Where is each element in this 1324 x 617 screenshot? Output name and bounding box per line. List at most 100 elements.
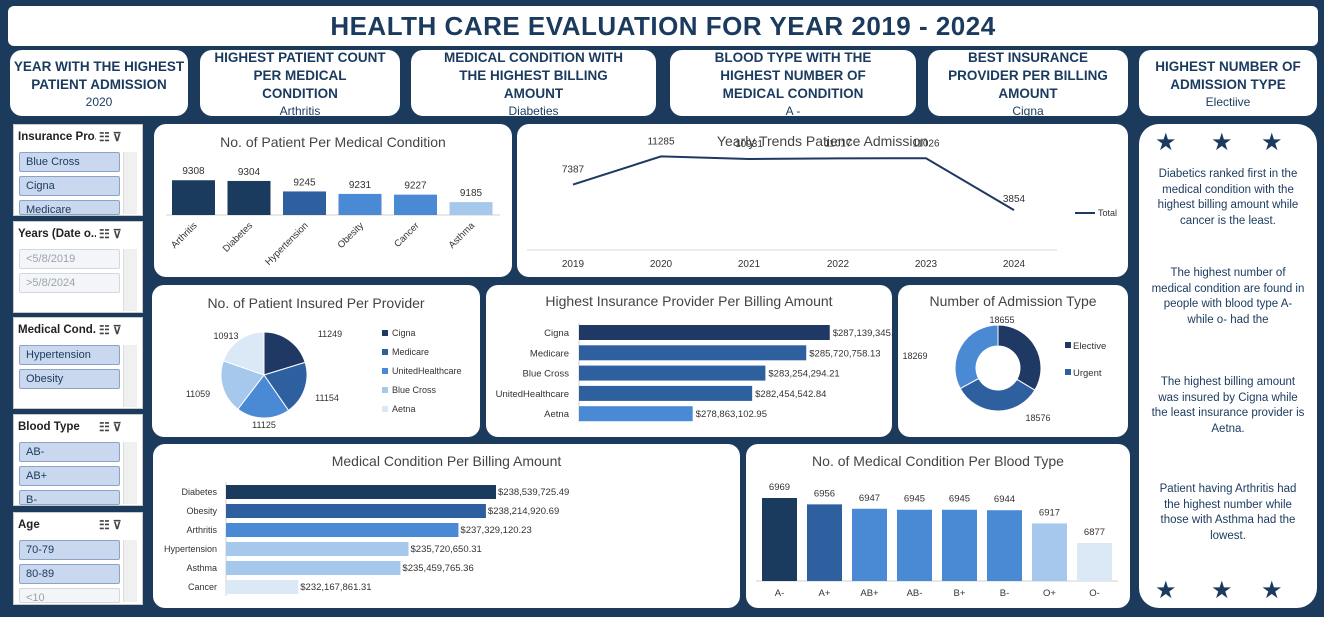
slicer-item[interactable]: B-	[19, 490, 120, 506]
clear-filter-icon[interactable]: ⊽	[112, 323, 122, 337]
slicer-blood-type[interactable]: Blood Type ☷ ⊽ AB- AB+ B-	[13, 414, 143, 506]
data-label: 10913	[213, 331, 238, 341]
slicer-header: Insurance Pro... ☷ ⊽	[14, 125, 142, 149]
slicer-item[interactable]: AB+	[19, 466, 120, 486]
multi-select-icon[interactable]: ☷	[99, 323, 110, 337]
slicer-insurance-provider[interactable]: Insurance Pro... ☷ ⊽ Blue Cross Cigna Me…	[13, 124, 143, 216]
slicer-item[interactable]: <10	[19, 588, 120, 604]
legend-swatch	[382, 349, 388, 355]
data-label: $238,539,725.49	[498, 487, 569, 498]
insight-text: Patient having Arthritis had the highest…	[1159, 483, 1297, 542]
slicer-scrollbar[interactable]	[123, 249, 137, 311]
bar	[579, 385, 753, 401]
bar	[283, 191, 326, 215]
clear-filter-icon[interactable]: ⊽	[112, 227, 122, 241]
slicer-scrollbar[interactable]	[123, 540, 137, 602]
slicer-scrollbar[interactable]	[123, 152, 137, 214]
clear-filter-icon[interactable]: ⊽	[112, 130, 122, 144]
chart-admission-type: Number of Admission Type 18655 18576 18269…	[898, 285, 1128, 437]
tick-label: 2019	[562, 259, 585, 270]
tick-label: Hypertension	[164, 544, 217, 554]
tick-label: Medicare	[530, 348, 569, 359]
tick-label: Arthritis	[169, 220, 200, 251]
bar	[579, 325, 830, 340]
data-label: 9227	[404, 181, 427, 192]
multi-select-icon[interactable]: ☷	[99, 518, 110, 532]
tick-label: UnitedHealthcare	[496, 389, 569, 400]
slicer-item[interactable]: Hypertension	[19, 345, 120, 365]
legend-label: Blue Cross	[392, 385, 437, 395]
tick-label: Diabetes	[221, 220, 255, 254]
legend-label: UnitedHealthcare	[392, 366, 462, 376]
legend-swatch	[382, 368, 388, 374]
clear-filter-icon[interactable]: ⊽	[112, 518, 122, 532]
tick-label: A+	[819, 588, 831, 599]
data-label: 11125	[252, 420, 276, 430]
slicer-item[interactable]: 70-79	[19, 540, 120, 560]
bar	[338, 193, 382, 215]
slicer-item[interactable]: Blue Cross	[19, 152, 120, 172]
insight-text: The highest billing amount was insured b…	[1151, 376, 1305, 435]
tick-label: Asthma	[447, 220, 478, 251]
slicer-header: Years (Date o... ☷ ⊽	[14, 222, 142, 246]
slicer-title: Age	[18, 519, 40, 531]
slicer-header: Age ☷ ⊽	[14, 513, 142, 537]
legend-swatch	[382, 406, 388, 412]
insight-text: Diabetics ranked first in the medical co…	[1157, 168, 1299, 227]
legend-label: Aetna	[392, 404, 416, 414]
kpi-value: 2020	[85, 94, 113, 109]
data-label: $238,214,920.69	[488, 506, 559, 517]
doughnut-slice	[997, 324, 1042, 391]
slicer-item[interactable]: Obesity	[19, 369, 120, 389]
slicer-medical-condition[interactable]: Medical Cond... ☷ ⊽ Hypertension Obesity	[13, 317, 143, 409]
clear-filter-icon[interactable]: ⊽	[112, 420, 122, 434]
bar	[852, 508, 887, 581]
data-label: $235,720,650.31	[411, 544, 482, 555]
chart-svg: Diabetes $238,539,725.49 Obesity $238,214,9…	[164, 482, 569, 596]
pie-slice	[237, 374, 290, 419]
slicer-item[interactable]: <5/8/2019	[19, 249, 120, 269]
slicer-item[interactable]: >5/8/2024	[19, 273, 120, 293]
multi-select-icon[interactable]: ☷	[99, 420, 110, 434]
kpi-heading: HIGHEST NUMBER OF ADMISSION TYPE	[1155, 58, 1301, 92]
pie-slice	[263, 361, 308, 412]
slicer-item[interactable]: Cigna	[19, 176, 120, 196]
data-label: $285,720,758.13	[809, 348, 880, 359]
bar	[1032, 523, 1067, 581]
slicer-item[interactable]: AB-	[19, 442, 120, 462]
tick-label: AB-	[907, 588, 923, 599]
data-label: $232,167,861.31	[300, 582, 371, 593]
slicer-item[interactable]: Medicare	[19, 200, 120, 216]
slicer-years[interactable]: Years (Date o... ☷ ⊽ <5/8/2019 >5/8/2024	[13, 221, 143, 313]
multi-select-icon[interactable]: ☷	[99, 130, 110, 144]
data-label: 9245	[293, 177, 316, 188]
data-label: 6947	[859, 493, 880, 504]
pie-slice	[222, 331, 265, 376]
chart-title: Medical Condition Per Billing Amount	[331, 453, 562, 469]
pie-slice	[263, 331, 306, 376]
data-label: 6969	[769, 482, 790, 493]
chart-billing-per-provider: Highest Insurance Provider Per Billing A…	[486, 285, 892, 437]
kpi-heading: MEDICAL CONDITION WITH THE HIGHEST BILLI…	[444, 49, 623, 101]
tick-label: O-	[1089, 588, 1100, 599]
data-label: $278,863,102.95	[696, 409, 767, 420]
star-icon: ★	[1211, 129, 1233, 156]
tick-label: Diabetes	[181, 487, 217, 497]
tick-label: O+	[1043, 588, 1056, 599]
tick-label: Obesity	[186, 506, 217, 516]
slicer-scrollbar[interactable]	[123, 442, 137, 504]
insight-text: The highest number of medical condition …	[1151, 267, 1305, 326]
kpi-card-insurance: BEST INSURANCE PROVIDER PER BILLING AMOU…	[928, 50, 1128, 118]
kpi-card-year: YEAR WITH THE HIGHEST PATIENT ADMISSION …	[10, 50, 188, 116]
slicer-scrollbar[interactable]	[123, 345, 137, 407]
multi-select-icon[interactable]: ☷	[99, 227, 110, 241]
dashboard-title: HEALTH CARE EVALUATION FOR YEAR 2019 - 2…	[330, 10, 996, 41]
bar	[226, 504, 486, 518]
data-label: 18269	[902, 351, 927, 361]
slicer-item[interactable]: 80-89	[19, 564, 120, 584]
bar	[394, 194, 437, 215]
tick-label: Hypertension	[263, 220, 310, 267]
data-label: 6945	[904, 494, 925, 505]
kpi-card-condition-billing: MEDICAL CONDITION WITH THE HIGHEST BILLI…	[411, 49, 656, 118]
slicer-age[interactable]: Age ☷ ⊽ 70-79 80-89 <10	[13, 512, 143, 605]
